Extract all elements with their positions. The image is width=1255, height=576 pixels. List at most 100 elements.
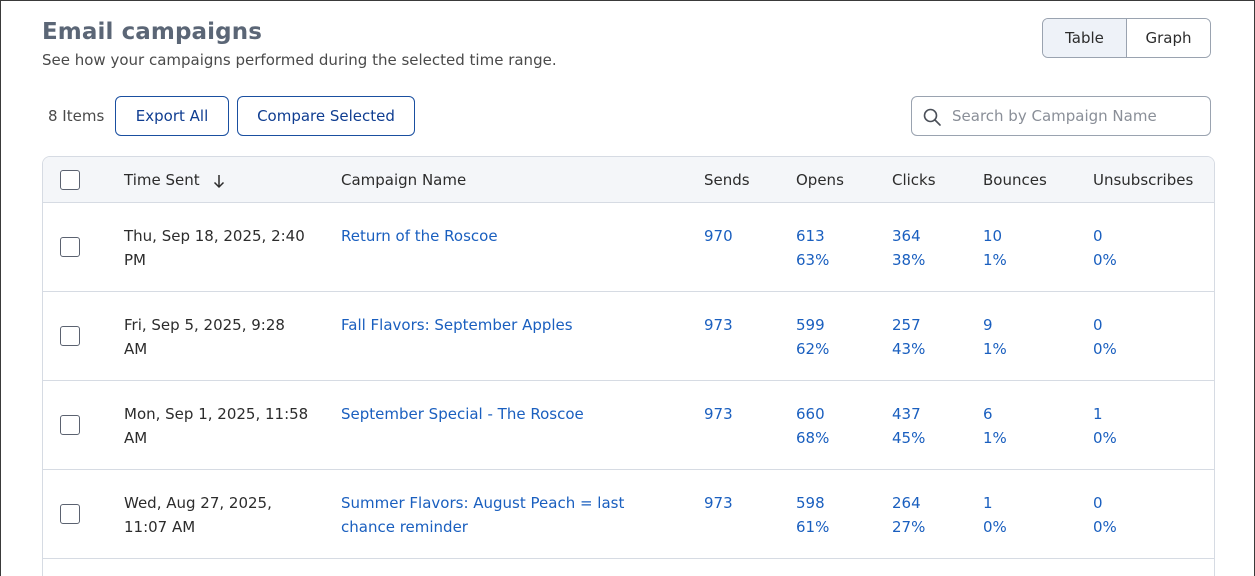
unsubscribes-count: 0 [1093,494,1103,512]
campaign-name-link[interactable]: Fall Flavors: September Apples [341,313,641,337]
bounces-percent: 1% [983,429,1007,447]
campaign-name-link[interactable]: September Special - The Roscoe [341,402,641,426]
time-sent-line: Wed, Aug 27, 2025, [124,494,272,512]
sends-count: 973 [704,494,733,512]
compare-selected-button[interactable]: Compare Selected [237,96,415,136]
row-checkbox[interactable] [60,326,80,346]
unsubscribes-value[interactable]: 0 0% [1093,491,1117,539]
row-checkbox[interactable] [60,237,80,257]
opens-percent: 61% [796,518,830,536]
clicks-count: 257 [892,316,921,334]
time-sent-line: AM [124,340,148,358]
column-label: Time Sent [124,171,200,189]
column-header-opens: Opens [796,171,844,189]
clicks-count: 264 [892,494,921,512]
bounces-count: 1 [983,494,993,512]
items-count: 8 Items [48,107,105,125]
column-header-sends: Sends [704,171,750,189]
campaign-name-line: September Special - The Roscoe [341,405,584,423]
campaigns-table: Time Sent Campaign Name Sends Opens Clic… [42,156,1215,576]
sends-count: 970 [704,227,733,245]
table-row: Mon, Sep 1, 2025, 11:58 AM September Spe… [43,381,1214,470]
bounces-value[interactable]: 1 0% [983,491,1007,539]
sends-value[interactable]: 970 [704,224,733,248]
unsubscribes-count: 0 [1093,316,1103,334]
campaign-name-line: Fall Flavors: September Apples [341,316,573,334]
bounces-percent: 1% [983,251,1007,269]
unsubscribes-percent: 0% [1093,429,1117,447]
select-all-checkbox[interactable] [60,170,80,190]
opens-value[interactable]: 599 62% [796,313,829,361]
unsubscribes-percent: 0% [1093,340,1117,358]
bounces-count: 6 [983,405,993,423]
time-sent: Fri, Sep 5, 2025, 9:28 AM [124,313,314,361]
sends-count: 973 [704,316,733,334]
sends-value[interactable]: 973 [704,491,733,515]
time-sent-line: AM [124,429,148,447]
table-row: Fri, Sep 5, 2025, 9:28 AM Fall Flavors: … [43,292,1214,381]
opens-value[interactable]: 660 68% [796,402,829,450]
sends-value[interactable]: 973 [704,402,733,426]
opens-count: 660 [796,405,825,423]
clicks-value[interactable]: 257 43% [892,313,925,361]
search-input[interactable] [952,97,1202,135]
opens-percent: 62% [796,340,830,358]
table-header: Time Sent Campaign Name Sends Opens Clic… [43,157,1214,203]
opens-count: 599 [796,316,825,334]
column-header-clicks: Clicks [892,171,936,189]
sends-count: 973 [704,405,733,423]
bounces-count: 10 [983,227,1003,245]
arrow-down-icon [214,174,225,188]
unsubscribes-value[interactable]: 1 0% [1093,402,1117,450]
campaign-name-line: Summer Flavors: August Peach = last [341,494,625,512]
export-all-button[interactable]: Export All [115,96,229,136]
unsubscribes-value[interactable]: 0 0% [1093,313,1117,361]
campaign-name-line: chance reminder [341,518,468,536]
column-header-time-sent[interactable]: Time Sent [124,171,226,189]
time-sent-line: Thu, Sep 18, 2025, 2:40 [124,227,305,245]
opens-count: 598 [796,494,825,512]
clicks-count: 437 [892,405,921,423]
page-subtitle: See how your campaigns performed during … [42,51,557,69]
view-table-button[interactable]: Table [1043,19,1126,57]
time-sent-line: PM [124,251,146,269]
unsubscribes-percent: 0% [1093,518,1117,536]
column-header-bounces: Bounces [983,171,1047,189]
unsubscribes-count: 1 [1093,405,1103,423]
unsubscribes-value[interactable]: 0 0% [1093,224,1117,272]
clicks-percent: 43% [892,340,926,358]
campaign-name-link[interactable]: Summer Flavors: August Peach = last chan… [341,491,641,539]
time-sent: Mon, Sep 1, 2025, 11:58 AM [124,402,314,450]
clicks-count: 364 [892,227,921,245]
row-checkbox[interactable] [60,415,80,435]
view-graph-button[interactable]: Graph [1126,19,1210,57]
bounces-count: 9 [983,316,993,334]
search-icon [923,108,941,126]
page-title: Email campaigns [42,19,262,45]
clicks-value[interactable]: 437 45% [892,402,925,450]
opens-percent: 68% [796,429,830,447]
opens-value[interactable]: 613 63% [796,224,829,272]
clicks-percent: 45% [892,429,926,447]
table-row: Thu, Sep 18, 2025, 2:40 PM Return of the… [43,203,1214,292]
clicks-value[interactable]: 264 27% [892,491,925,539]
column-header-campaign-name: Campaign Name [341,171,467,189]
opens-count: 613 [796,227,825,245]
time-sent: Wed, Aug 27, 2025, 11:07 AM [124,491,314,539]
table-row: Wed, Aug 27, 2025, 11:07 AM Summer Flavo… [43,470,1214,559]
unsubscribes-percent: 0% [1093,251,1117,269]
bounces-value[interactable]: 9 1% [983,313,1007,361]
time-sent-line: Fri, Sep 5, 2025, 9:28 [124,316,285,334]
row-checkbox[interactable] [60,504,80,524]
opens-value[interactable]: 598 61% [796,491,829,539]
sends-value[interactable]: 973 [704,313,733,337]
time-sent: Thu, Sep 18, 2025, 2:40 PM [124,224,314,272]
clicks-value[interactable]: 364 38% [892,224,925,272]
bounces-value[interactable]: 6 1% [983,402,1007,450]
column-header-unsubscribes: Unsubscribes [1093,171,1194,189]
clicks-percent: 38% [892,251,926,269]
unsubscribes-count: 0 [1093,227,1103,245]
campaign-name-link[interactable]: Return of the Roscoe [341,224,641,248]
bounces-value[interactable]: 10 1% [983,224,1007,272]
